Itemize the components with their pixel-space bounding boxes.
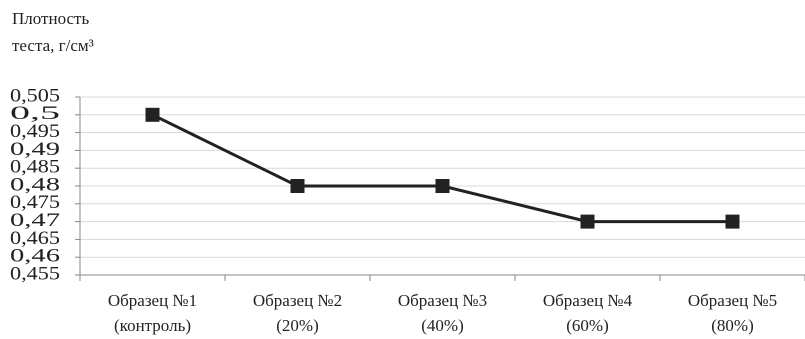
marker [725,214,740,229]
marker [435,179,450,193]
x-tick-label: Образец №4 [543,291,633,310]
x-tick-label: (20%) [276,316,318,335]
y-tick-label: 0,465 [10,228,60,249]
y-tick-label: 0,455 [10,263,60,284]
x-tick-label: Образец №1 [108,291,197,310]
y-tick-label: 0,5 [10,103,60,124]
x-tick-label: (контроль) [114,316,191,335]
x-tick-label: Образец №3 [398,291,487,310]
y-tick-label: 0,505 [10,85,60,106]
x-tick-label: (80%) [711,316,753,335]
y-tick-label: 0,495 [10,121,60,142]
marker [145,107,160,122]
x-tick-label: (40%) [421,316,463,335]
marker [290,179,305,193]
x-tick-label: (60%) [566,316,608,335]
y-tick-label: 0,49 [10,139,60,160]
y-tick-label: 0,47 [10,210,60,231]
y-axis-label: теста, г/см³ [12,36,94,55]
y-tick-label: 0,475 [10,192,60,213]
y-tick-label: 0,485 [10,157,60,178]
y-tick-label: 0,48 [10,174,60,195]
x-tick-label: Образец №5 [688,291,777,310]
y-tick-label: 0,46 [10,246,60,267]
y-axis-label: Плотность [12,9,89,28]
marker [580,214,595,229]
x-tick-label: Образец №2 [253,291,342,310]
